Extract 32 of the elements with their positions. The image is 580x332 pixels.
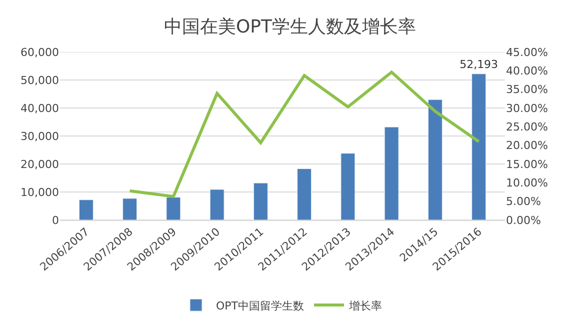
- bar: [166, 197, 181, 220]
- y-tick-label: 20,000: [20, 158, 59, 171]
- y-tick-label: 0: [52, 214, 59, 227]
- y-tick-label: 30,000: [20, 130, 59, 143]
- bar: [78, 200, 94, 220]
- y2-tick-label: 0.00%: [506, 214, 541, 227]
- y-tick-label: 50,000: [20, 74, 59, 87]
- bar: [297, 168, 312, 220]
- y2-tick-label: 45.00%: [506, 46, 548, 59]
- y-tick-label: 60,000: [20, 46, 59, 59]
- bar: [210, 189, 224, 220]
- y2-tick-label: 5.00%: [506, 195, 541, 208]
- y-tick-label: 40,000: [20, 102, 59, 115]
- data-label: 52,193: [460, 58, 498, 71]
- y2-tick-label: 10.00%: [506, 176, 548, 190]
- y2-tick-label: 20.00%: [506, 139, 548, 152]
- y2-tick-label: 15.00%: [506, 158, 548, 171]
- bar: [253, 182, 268, 220]
- y2-tick-label: 40.00%: [506, 64, 548, 78]
- y2-tick-label: 30.00%: [506, 102, 548, 115]
- bar: [428, 99, 442, 220]
- chart-title: 中国在美OPT学生人数及增长率: [164, 16, 416, 38]
- bar: [384, 126, 399, 220]
- bar: [122, 198, 138, 220]
- y-tick-label: 10,000: [20, 186, 59, 199]
- legend-label: 增长率: [348, 299, 382, 312]
- line-series: [128, 70, 480, 198]
- legend-label: OPT中国留学生数: [216, 299, 304, 312]
- bar: [340, 153, 356, 220]
- bar: [472, 74, 486, 220]
- y2-tick-label: 25.00%: [506, 120, 548, 134]
- y2-tick-label: 35.00%: [506, 83, 548, 96]
